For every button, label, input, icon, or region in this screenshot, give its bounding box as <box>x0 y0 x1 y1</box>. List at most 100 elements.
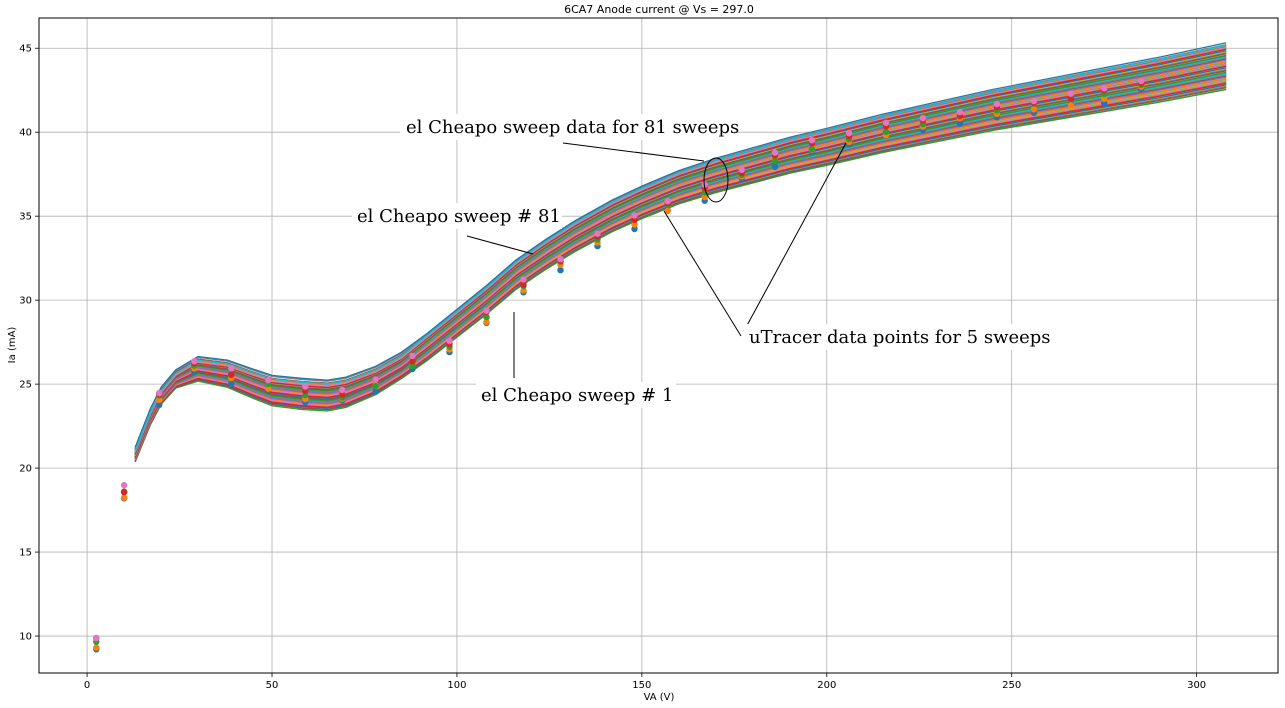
sweep-lines <box>134 42 1227 463</box>
utracer-point <box>302 383 309 390</box>
sweep-line <box>134 76 1227 460</box>
utracer-point <box>409 358 416 365</box>
sweep-line <box>134 88 1227 463</box>
sweep-line <box>134 44 1227 452</box>
annotations: el Cheapo sweep data for 81 sweeps el Ch… <box>352 114 1051 408</box>
annotation-box-sweep-81 <box>352 203 562 229</box>
utracer-point <box>191 358 198 365</box>
utracer-point <box>93 634 100 642</box>
utracer-point <box>120 489 128 496</box>
utracer-point <box>771 149 779 156</box>
utracer-point <box>483 307 490 314</box>
x-tick-label: 300 <box>1187 680 1206 691</box>
utracer-point <box>557 267 564 274</box>
utracer-point <box>738 166 745 173</box>
sweep-line <box>134 46 1227 453</box>
utracer-point <box>1067 95 1075 102</box>
utracer-points <box>93 77 1145 653</box>
annotation-81-sweeps: el Cheapo sweep data for 81 sweeps <box>406 117 739 138</box>
utracer-point <box>808 146 816 153</box>
utracer-point <box>1101 95 1108 103</box>
y-tick-label: 25 <box>19 380 32 391</box>
sweep-line <box>134 63 1227 457</box>
y-tick-label: 20 <box>19 464 32 475</box>
sweep-line <box>134 71 1227 459</box>
x-axis-label: VA (V) <box>644 692 675 703</box>
annotation-utracer: uTracer data points for 5 sweeps <box>749 327 1051 348</box>
sweep-line <box>134 80 1227 460</box>
annotation-box-utracer <box>744 324 1044 350</box>
utracer-point <box>409 352 416 360</box>
y-tick-label: 10 <box>19 632 32 643</box>
leader-line-utracer-b <box>743 142 847 332</box>
utracer-point <box>594 230 601 237</box>
utracer-point <box>339 386 346 394</box>
utracer-point <box>631 221 638 228</box>
sweep-line <box>134 86 1227 462</box>
utracer-point <box>409 362 416 369</box>
x-tick-label: 200 <box>817 680 836 691</box>
annotation-sweep-1: el Cheapo sweep # 1 <box>481 385 673 406</box>
utracer-point <box>372 388 379 395</box>
utracer-point <box>265 385 272 392</box>
sweep-line <box>134 65 1227 458</box>
utracer-point <box>664 207 671 215</box>
utracer-point <box>372 376 379 383</box>
utracer-point <box>520 287 527 294</box>
sweep-bundle-ellipse <box>703 157 729 203</box>
y-tick-label: 15 <box>19 548 32 559</box>
y-tick-label: 40 <box>19 128 32 139</box>
utracer-point <box>265 376 272 384</box>
sweep-line <box>134 42 1227 448</box>
utracer-point <box>120 494 128 501</box>
utracer-point <box>520 276 527 283</box>
utracer-point <box>1067 102 1075 109</box>
utracer-point <box>557 256 564 263</box>
utracer-point <box>228 371 235 378</box>
x-tick-label: 100 <box>447 680 466 691</box>
utracer-point <box>339 391 346 398</box>
sweep-line <box>134 53 1227 455</box>
utracer-point <box>1101 100 1108 107</box>
y-axis-label: Ia (mA) <box>7 327 18 364</box>
utracer-point <box>156 401 163 409</box>
utracer-point <box>882 128 890 135</box>
annotation-box-81-sweeps <box>400 114 734 140</box>
utracer-point <box>156 389 163 397</box>
utracer-point <box>919 115 927 122</box>
utracer-point <box>120 482 128 489</box>
sweep-line <box>134 59 1227 456</box>
utracer-point <box>701 193 708 201</box>
utracer-point <box>993 100 1001 108</box>
chart-title: 6CA7 Anode current @ Vs = 297.0 <box>564 3 754 16</box>
leader-line-sweep-81 <box>466 235 534 255</box>
plot-frame <box>38 17 1279 674</box>
utracer-point <box>483 313 490 321</box>
utracer-point <box>93 644 100 651</box>
utracer-point <box>631 212 638 219</box>
utracer-point <box>956 108 964 116</box>
utracer-point <box>956 120 964 127</box>
utracer-point <box>808 137 816 144</box>
utracer-point <box>664 198 671 205</box>
utracer-point <box>1067 90 1075 97</box>
sweep-line <box>134 77 1227 460</box>
sweep-line <box>134 48 1227 454</box>
leader-line-utracer-a <box>663 210 742 337</box>
utracer-point <box>1030 97 1038 105</box>
sweep-line <box>134 43 1227 448</box>
utracer-point <box>1030 106 1038 113</box>
annotation-box-sweep-1 <box>476 382 676 408</box>
utracer-point <box>372 382 379 390</box>
x-tick-label: 0 <box>84 680 90 691</box>
sweep-line <box>134 70 1227 458</box>
utracer-point <box>1138 77 1145 85</box>
sweep-line <box>134 54 1227 455</box>
sweep-line <box>134 57 1227 455</box>
utracer-point <box>771 163 779 171</box>
utracer-point <box>631 225 638 233</box>
y-tick-label: 35 <box>19 212 32 223</box>
sweep-line <box>134 82 1227 461</box>
y-tick-label: 45 <box>19 44 32 55</box>
